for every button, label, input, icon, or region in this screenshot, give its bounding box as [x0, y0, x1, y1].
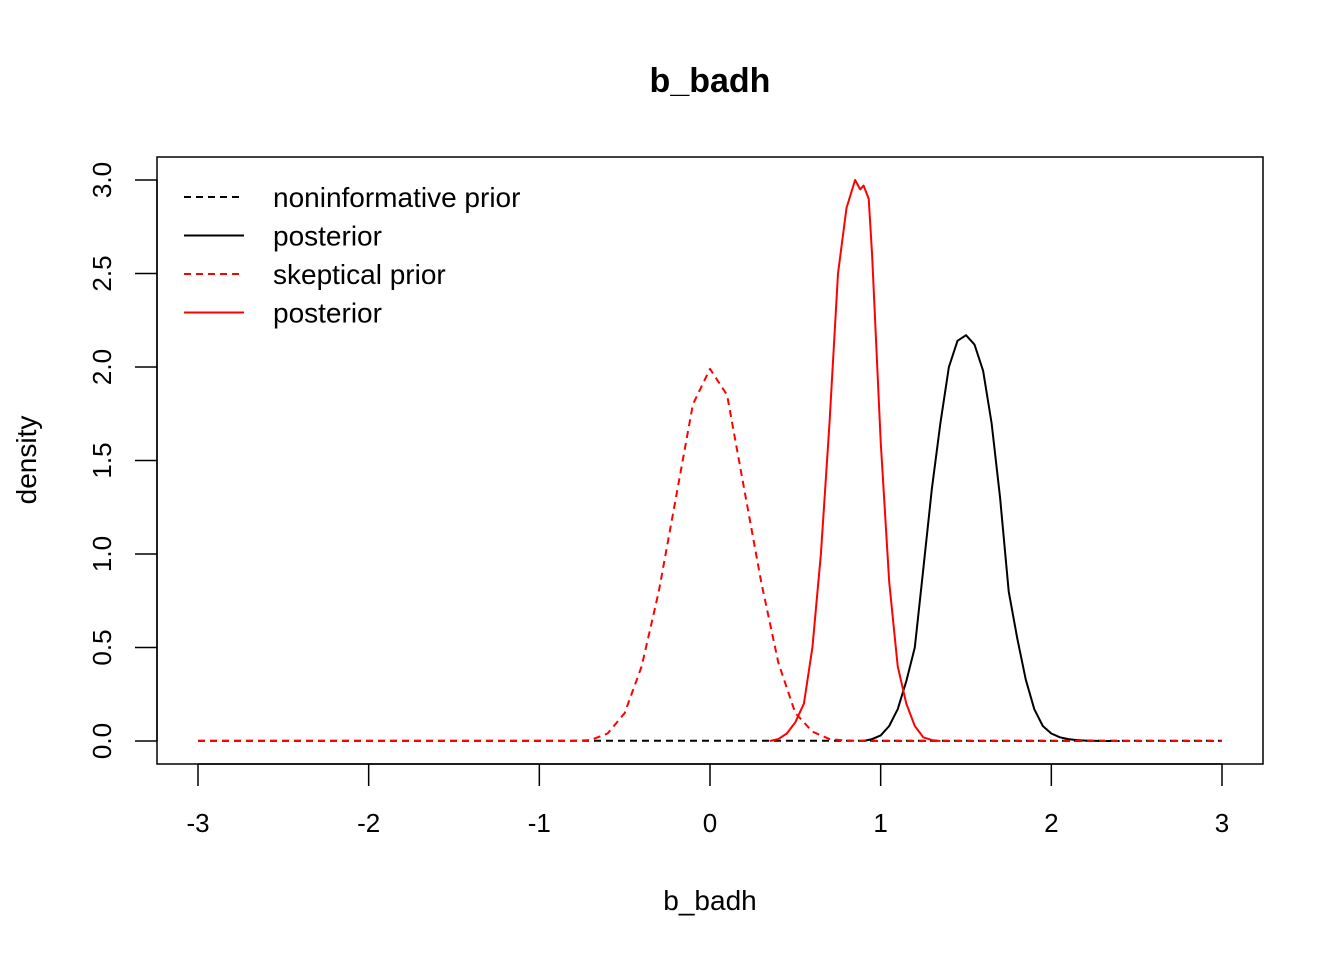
- legend-label-2: posterior: [273, 221, 382, 252]
- y-tick-label: 0.0: [87, 723, 117, 759]
- x-tick-label: -3: [186, 808, 209, 838]
- series-line-3: [198, 367, 1222, 742]
- y-axis: 0.0 0.5 1.0 1.5 2.0 2.5 3.0: [87, 162, 158, 759]
- x-tick-label: 2: [1044, 808, 1058, 838]
- y-tick-label: 1.5: [87, 442, 117, 478]
- legend: noninformative prior posterior skeptical p…: [184, 182, 520, 329]
- y-tick-label: 3.0: [87, 162, 117, 198]
- x-axis-label: b_badh: [663, 885, 756, 916]
- legend-label-3: skeptical prior: [273, 259, 446, 290]
- x-tick-label: 0: [703, 808, 717, 838]
- legend-label-4: posterior: [273, 298, 382, 329]
- x-tick-label: -2: [357, 808, 380, 838]
- chart-title: b_badh: [650, 62, 771, 100]
- y-axis-label: density: [11, 416, 42, 505]
- y-tick-label: 0.5: [87, 629, 117, 665]
- y-tick-label: 1.0: [87, 536, 117, 572]
- legend-label-1: noninformative prior: [273, 182, 520, 213]
- y-tick-label: 2.5: [87, 255, 117, 291]
- series-line-2: [863, 334, 1120, 742]
- series-layer: [198, 179, 1222, 742]
- x-tick-label: 1: [873, 808, 887, 838]
- series-line-4: [769, 179, 941, 742]
- y-tick-label: 2.0: [87, 349, 117, 385]
- x-tick-label: 3: [1215, 808, 1229, 838]
- x-tick-label: -1: [528, 808, 551, 838]
- x-axis: -3 -2 -1 0 1 2 3: [186, 763, 1229, 838]
